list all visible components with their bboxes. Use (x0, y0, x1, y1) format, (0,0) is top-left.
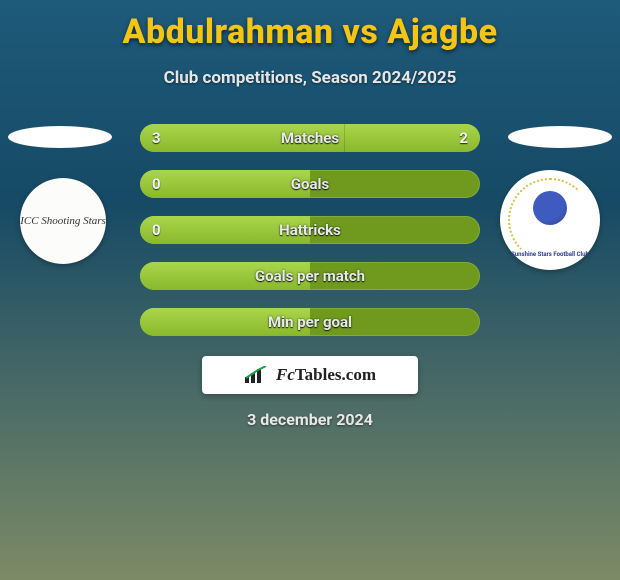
fctables-rest: Tables.com (295, 365, 376, 384)
player-left-portrait-placeholder (8, 126, 112, 148)
stat-value-left: 3 (152, 129, 161, 147)
stat-row: Goals0 (140, 170, 480, 198)
stat-value-left: 0 (152, 221, 161, 239)
fctables-bars-icon (244, 366, 270, 384)
comparison-date: 3 december 2024 (0, 410, 620, 429)
fctables-prefix: Fc (276, 365, 295, 384)
stat-row: Matches3 2 (140, 124, 480, 152)
stat-label: Matches (140, 129, 480, 147)
club-right-logo-ball-icon (533, 191, 567, 225)
club-right-logo: Sunshine Stars Football Club (500, 170, 600, 270)
stat-value-left: 0 (152, 175, 161, 193)
stats-bars: Matches32Goals0Hattricks0Goals per match… (140, 124, 480, 354)
club-left-logo-text: ICC Shooting Stars (20, 216, 106, 227)
club-right-logo-text: Sunshine Stars Football Club (500, 252, 600, 258)
stat-label: Min per goal (140, 313, 480, 331)
stat-row: Hattricks0 (140, 216, 480, 244)
stat-row: Min per goal (140, 308, 480, 336)
comparison-title: Abdulrahman vs Ajagbe (0, 0, 620, 52)
comparison-subtitle: Club competitions, Season 2024/2025 (0, 68, 620, 88)
stat-row: Goals per match (140, 262, 480, 290)
player-right-portrait-placeholder (508, 126, 612, 148)
fctables-watermark: FcTables.com (202, 356, 418, 394)
stat-label: Hattricks (140, 221, 480, 239)
club-left-logo: ICC Shooting Stars (20, 178, 106, 264)
stat-value-right: 2 (459, 129, 468, 147)
stat-label: Goals (140, 175, 480, 193)
stat-label: Goals per match (140, 267, 480, 285)
